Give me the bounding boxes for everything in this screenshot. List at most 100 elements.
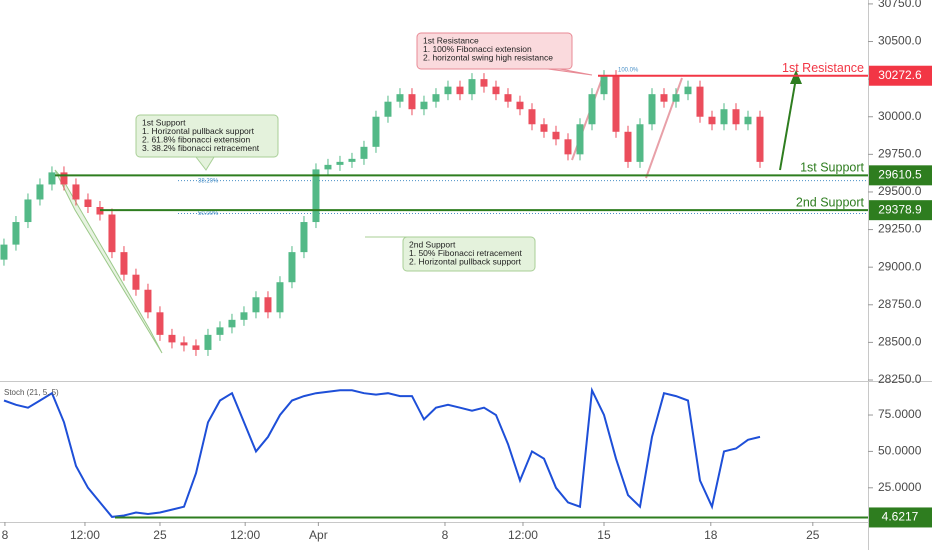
candle-body bbox=[84, 199, 92, 207]
candle-body bbox=[60, 172, 68, 185]
candle-body bbox=[648, 94, 656, 125]
candle-body bbox=[108, 214, 116, 253]
candle-body bbox=[144, 289, 152, 313]
stoch-line bbox=[3, 386, 761, 518]
x-tick-label: 12:00 bbox=[230, 528, 260, 542]
candle-body bbox=[588, 94, 596, 125]
candle-body bbox=[48, 172, 56, 185]
candle-body bbox=[564, 139, 572, 155]
candle-body bbox=[744, 116, 752, 125]
candle-body bbox=[288, 252, 296, 283]
callout-text: 1. Horizontal pullback support bbox=[142, 126, 255, 136]
target-arrow bbox=[779, 77, 797, 171]
y-tick-label: 75.0000 bbox=[878, 407, 922, 421]
callout-box bbox=[416, 32, 573, 70]
x-tick-label: 8 bbox=[2, 528, 9, 542]
x-tick-label: 25 bbox=[806, 528, 820, 542]
candle-body bbox=[480, 79, 488, 87]
candle-body bbox=[336, 161, 344, 165]
candle-body bbox=[156, 312, 164, 335]
candle-body bbox=[192, 345, 200, 350]
candle-body bbox=[120, 252, 128, 275]
level-value: 30272.6 bbox=[878, 68, 922, 82]
candle-body bbox=[396, 94, 404, 102]
candle-body bbox=[672, 94, 680, 102]
candle-body bbox=[456, 86, 464, 95]
candle-body bbox=[420, 101, 428, 110]
x-tick-label: 12:00 bbox=[508, 528, 538, 542]
x-tick-label: 15 bbox=[597, 528, 611, 542]
candle-body bbox=[432, 94, 440, 102]
candle-body bbox=[468, 79, 476, 95]
level-value-box bbox=[869, 165, 932, 186]
candle-body bbox=[492, 86, 500, 95]
candle-body bbox=[408, 94, 416, 110]
candle-body bbox=[324, 164, 332, 170]
y-tick-label: 29750.0 bbox=[878, 147, 922, 161]
y-tick-label: 29250.0 bbox=[878, 222, 922, 236]
callout-text: 2. 61.8% fibonacci extension bbox=[142, 134, 250, 144]
callout-box bbox=[402, 236, 536, 272]
y-tick-label: 28500.0 bbox=[878, 335, 922, 349]
candle-body bbox=[576, 124, 584, 155]
candle-body bbox=[636, 124, 644, 162]
level-value: 29610.5 bbox=[878, 168, 922, 182]
arrow-head bbox=[790, 70, 802, 84]
callout-text: 1st Resistance bbox=[423, 35, 479, 45]
callout-text: 3. 38.2% fibonacci retracement bbox=[142, 143, 260, 153]
indicator-title: Stoch (21, 5, 5) bbox=[4, 388, 59, 397]
callout-text: 1. 100% Fibonacci extension bbox=[423, 44, 532, 54]
x-tick-label: 18 bbox=[704, 528, 718, 542]
candle-body bbox=[312, 169, 320, 223]
level-value-box bbox=[869, 200, 932, 221]
candle-body bbox=[624, 131, 632, 162]
candle-body bbox=[180, 342, 188, 346]
candle-body bbox=[444, 86, 452, 95]
candle-body bbox=[96, 206, 104, 215]
candle-body bbox=[756, 116, 764, 162]
candle-body bbox=[540, 124, 548, 132]
y-tick-label: 29500.0 bbox=[878, 184, 922, 198]
candle-body bbox=[504, 94, 512, 102]
callout-box bbox=[135, 114, 279, 158]
candle-body bbox=[612, 76, 620, 132]
candle-body bbox=[252, 297, 260, 313]
candle-body bbox=[132, 274, 140, 290]
y-tick-label: 30500.0 bbox=[878, 34, 922, 48]
callout-text: 2nd Support bbox=[409, 239, 456, 249]
candle-body bbox=[216, 327, 224, 335]
callout-text: 1. 50% Fibonacci retracement bbox=[409, 248, 523, 258]
level-value: 29378.9 bbox=[878, 202, 922, 216]
y-tick-label: 28750.0 bbox=[878, 297, 922, 311]
fib-label: 38.20% bbox=[198, 178, 219, 184]
candle-body bbox=[552, 131, 560, 140]
candle-body bbox=[12, 222, 20, 245]
y-tick-label: 29000.0 bbox=[878, 259, 922, 273]
callout-text: 2. horizontal swing high resistance bbox=[423, 52, 553, 62]
candle-body bbox=[708, 116, 716, 125]
callout-text: 2. Horizontal pullback support bbox=[409, 256, 522, 266]
candle-body bbox=[24, 199, 32, 223]
x-tick-label: 12:00 bbox=[70, 528, 100, 542]
candle-body bbox=[0, 244, 8, 260]
candle-body bbox=[684, 86, 692, 95]
candle-body bbox=[732, 109, 740, 125]
candle-body bbox=[348, 158, 356, 162]
candle-body bbox=[528, 109, 536, 125]
candle-body bbox=[240, 312, 248, 320]
x-tick-label: 8 bbox=[442, 528, 449, 542]
candle-body bbox=[384, 101, 392, 117]
candle-body bbox=[300, 222, 308, 253]
candle-body bbox=[360, 146, 368, 159]
candle-body bbox=[72, 184, 80, 200]
candle-body bbox=[204, 334, 212, 350]
candle-body bbox=[696, 86, 704, 117]
candle-body bbox=[36, 184, 44, 200]
candle-body bbox=[516, 101, 524, 110]
candle-body bbox=[372, 116, 380, 147]
y-tick-label: 50.0000 bbox=[878, 444, 922, 458]
level-value-box bbox=[869, 65, 932, 86]
level-name: 1st Resistance bbox=[782, 61, 864, 75]
